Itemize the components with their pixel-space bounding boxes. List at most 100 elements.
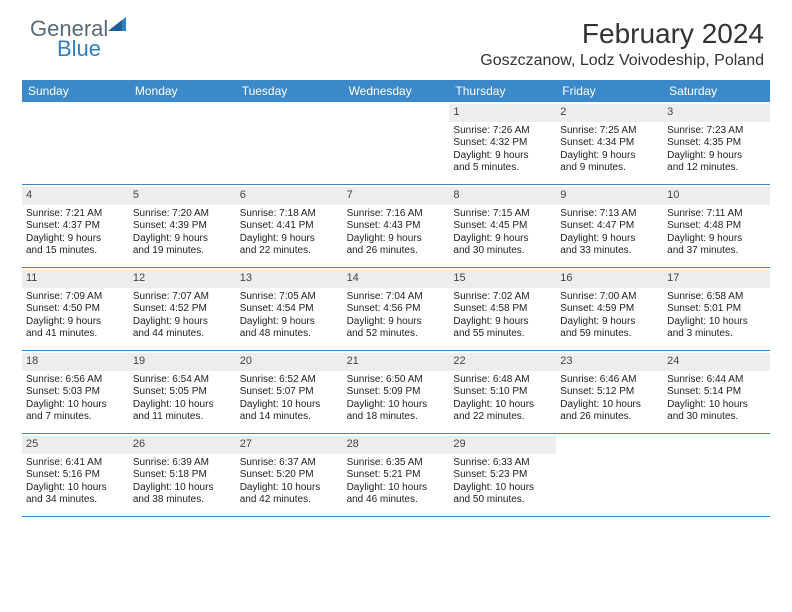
day-ss: Sunset: 5:05 PM (133, 386, 232, 399)
day-d1: Daylight: 10 hours (26, 399, 125, 412)
day-cell: 23Sunrise: 6:46 AMSunset: 5:12 PMDayligh… (556, 351, 663, 433)
day-sr: Sunrise: 6:41 AM (26, 457, 125, 470)
day-d1: Daylight: 9 hours (453, 150, 552, 163)
day-d1: Daylight: 9 hours (26, 233, 125, 246)
day-number: 20 (236, 353, 343, 371)
day-number: 15 (449, 270, 556, 288)
day-cell: 7Sunrise: 7:16 AMSunset: 4:43 PMDaylight… (343, 185, 450, 267)
day-cell: 9Sunrise: 7:13 AMSunset: 4:47 PMDaylight… (556, 185, 663, 267)
day-sr: Sunrise: 6:46 AM (560, 374, 659, 387)
dow-sat: Saturday (663, 80, 770, 102)
day-d2: and 34 minutes. (26, 494, 125, 507)
day-ss: Sunset: 5:10 PM (453, 386, 552, 399)
day-cell: 4Sunrise: 7:21 AMSunset: 4:37 PMDaylight… (22, 185, 129, 267)
day-d2: and 52 minutes. (347, 328, 446, 341)
day-number: 8 (449, 187, 556, 205)
day-d2: and 7 minutes. (26, 411, 125, 424)
week-row: 11Sunrise: 7:09 AMSunset: 4:50 PMDayligh… (22, 268, 770, 351)
dow-wed: Wednesday (343, 80, 450, 102)
weeks-container: 1Sunrise: 7:26 AMSunset: 4:32 PMDaylight… (22, 102, 770, 517)
day-number: 22 (449, 353, 556, 371)
logo-text-2: Blue (57, 38, 101, 60)
day-ss: Sunset: 4:52 PM (133, 303, 232, 316)
day-d2: and 30 minutes. (453, 245, 552, 258)
day-ss: Sunset: 4:56 PM (347, 303, 446, 316)
day-ss: Sunset: 5:12 PM (560, 386, 659, 399)
day-number: 25 (22, 436, 129, 454)
day-sr: Sunrise: 7:25 AM (560, 125, 659, 138)
day-d1: Daylight: 10 hours (560, 399, 659, 412)
week-row: 25Sunrise: 6:41 AMSunset: 5:16 PMDayligh… (22, 434, 770, 517)
day-number: 6 (236, 187, 343, 205)
day-d2: and 14 minutes. (240, 411, 339, 424)
day-ss: Sunset: 5:14 PM (667, 386, 766, 399)
day-d2: and 42 minutes. (240, 494, 339, 507)
day-number: 10 (663, 187, 770, 205)
day-cell: 12Sunrise: 7:07 AMSunset: 4:52 PMDayligh… (129, 268, 236, 350)
day-number: 3 (663, 104, 770, 122)
week-row: 1Sunrise: 7:26 AMSunset: 4:32 PMDaylight… (22, 102, 770, 185)
day-number: 19 (129, 353, 236, 371)
day-cell: 16Sunrise: 7:00 AMSunset: 4:59 PMDayligh… (556, 268, 663, 350)
day-d1: Daylight: 9 hours (667, 233, 766, 246)
day-cell (556, 434, 663, 516)
day-d1: Daylight: 9 hours (347, 316, 446, 329)
day-cell: 18Sunrise: 6:56 AMSunset: 5:03 PMDayligh… (22, 351, 129, 433)
day-d1: Daylight: 9 hours (453, 316, 552, 329)
day-cell (129, 102, 236, 184)
day-sr: Sunrise: 6:39 AM (133, 457, 232, 470)
day-number: 2 (556, 104, 663, 122)
day-sr: Sunrise: 6:58 AM (667, 291, 766, 304)
day-sr: Sunrise: 7:18 AM (240, 208, 339, 221)
day-cell: 13Sunrise: 7:05 AMSunset: 4:54 PMDayligh… (236, 268, 343, 350)
day-ss: Sunset: 4:34 PM (560, 137, 659, 150)
day-sr: Sunrise: 7:07 AM (133, 291, 232, 304)
day-number: 16 (556, 270, 663, 288)
days-of-week-header: Sunday Monday Tuesday Wednesday Thursday… (22, 80, 770, 102)
day-d2: and 19 minutes. (133, 245, 232, 258)
day-cell (22, 102, 129, 184)
day-d1: Daylight: 10 hours (240, 399, 339, 412)
day-number: 24 (663, 353, 770, 371)
day-d1: Daylight: 10 hours (133, 399, 232, 412)
day-cell: 19Sunrise: 6:54 AMSunset: 5:05 PMDayligh… (129, 351, 236, 433)
day-number: 28 (343, 436, 450, 454)
day-d2: and 48 minutes. (240, 328, 339, 341)
day-d1: Daylight: 9 hours (347, 233, 446, 246)
day-ss: Sunset: 5:07 PM (240, 386, 339, 399)
day-d1: Daylight: 9 hours (560, 233, 659, 246)
day-d2: and 46 minutes. (347, 494, 446, 507)
day-d2: and 26 minutes. (560, 411, 659, 424)
day-d1: Daylight: 9 hours (453, 233, 552, 246)
day-d2: and 44 minutes. (133, 328, 232, 341)
day-d1: Daylight: 10 hours (453, 482, 552, 495)
logo: General Blue (28, 18, 130, 40)
day-sr: Sunrise: 7:23 AM (667, 125, 766, 138)
day-cell: 15Sunrise: 7:02 AMSunset: 4:58 PMDayligh… (449, 268, 556, 350)
day-number: 13 (236, 270, 343, 288)
day-cell: 14Sunrise: 7:04 AMSunset: 4:56 PMDayligh… (343, 268, 450, 350)
day-sr: Sunrise: 7:26 AM (453, 125, 552, 138)
day-number: 18 (22, 353, 129, 371)
day-d1: Daylight: 9 hours (560, 316, 659, 329)
day-sr: Sunrise: 6:37 AM (240, 457, 339, 470)
day-sr: Sunrise: 7:15 AM (453, 208, 552, 221)
day-number: 17 (663, 270, 770, 288)
dow-mon: Monday (129, 80, 236, 102)
location-text: Goszczanow, Lodz Voivodeship, Poland (480, 52, 764, 70)
day-d2: and 11 minutes. (133, 411, 232, 424)
day-d2: and 3 minutes. (667, 328, 766, 341)
day-ss: Sunset: 4:54 PM (240, 303, 339, 316)
day-sr: Sunrise: 7:20 AM (133, 208, 232, 221)
day-sr: Sunrise: 7:11 AM (667, 208, 766, 221)
day-d2: and 22 minutes. (240, 245, 339, 258)
day-ss: Sunset: 4:50 PM (26, 303, 125, 316)
day-cell: 28Sunrise: 6:35 AMSunset: 5:21 PMDayligh… (343, 434, 450, 516)
day-ss: Sunset: 5:18 PM (133, 469, 232, 482)
week-row: 18Sunrise: 6:56 AMSunset: 5:03 PMDayligh… (22, 351, 770, 434)
day-d1: Daylight: 9 hours (26, 316, 125, 329)
day-sr: Sunrise: 7:02 AM (453, 291, 552, 304)
day-d1: Daylight: 9 hours (240, 316, 339, 329)
day-ss: Sunset: 4:47 PM (560, 220, 659, 233)
day-ss: Sunset: 5:01 PM (667, 303, 766, 316)
